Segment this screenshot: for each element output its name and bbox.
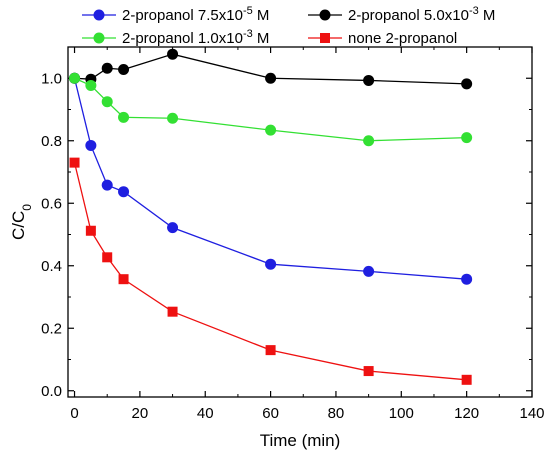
data-point: [118, 274, 129, 285]
legend-label-main: 2-propanol 7.5x10: [122, 7, 243, 24]
legend-label-superscript: -5: [243, 5, 253, 17]
legend: 2-propanol 7.5x10-5 M 2-propanol 5.0x10-3…: [82, 5, 495, 47]
y-tick-label: 0.2: [41, 320, 62, 337]
legend-marker: [93, 32, 105, 44]
series-0: [69, 72, 473, 285]
data-point: [167, 48, 179, 60]
x-tick-label: 100: [389, 405, 414, 422]
series-line: [73, 78, 467, 280]
x-axis-title: Time (min): [260, 431, 341, 450]
data-point: [102, 252, 113, 263]
legend-label: none 2-propanol: [348, 30, 457, 47]
x-tick-label: 0: [70, 405, 78, 422]
series-3: [69, 157, 472, 385]
legend-label: 2-propanol 1.0x10-3 M: [122, 28, 269, 47]
data-point: [167, 306, 178, 317]
data-point: [167, 112, 179, 124]
data-point: [85, 139, 97, 151]
data-point: [461, 374, 472, 385]
data-point: [167, 222, 179, 234]
plot-frame: [67, 46, 533, 398]
y-tick-label: 0.0: [41, 383, 62, 400]
data-point: [265, 72, 277, 84]
y-axis-title-subscript: 0: [20, 204, 34, 211]
data-point: [265, 345, 276, 356]
x-tick-label: 20: [132, 405, 149, 422]
legend-marker: [320, 33, 330, 43]
data-point: [101, 179, 113, 191]
legend-label: 2-propanol 5.0x10-3 M: [348, 5, 495, 24]
legend-label-unit: M: [253, 30, 270, 47]
legend-entry: 2-propanol 7.5x10-5 M: [82, 5, 269, 24]
data-point: [461, 78, 473, 90]
y-tick-label: 0.8: [41, 133, 62, 150]
x-tick-label: 120: [454, 405, 479, 422]
y-tick-label: 0.6: [41, 195, 62, 212]
data-point: [69, 72, 81, 84]
legend-marker: [319, 9, 331, 21]
x-tick-label: 40: [197, 405, 214, 422]
data-point: [461, 132, 473, 144]
legend-marker: [93, 9, 105, 21]
series-2: [69, 72, 473, 147]
legend-label: 2-propanol 7.5x10-5 M: [122, 5, 269, 24]
x-tick-label: 140: [519, 405, 544, 422]
series-layer: [69, 48, 473, 385]
data-point: [363, 74, 375, 86]
legend-label-superscript: -3: [243, 28, 253, 40]
y-tick-label: 1.0: [41, 70, 62, 87]
axes: 0 20 40 60 80 100 120 140 0.0 0.2 0.4 0.6 0.8 1.0 Time…: [9, 46, 545, 450]
data-point: [69, 157, 80, 168]
data-point: [118, 64, 130, 75]
data-point: [118, 111, 130, 123]
series-1: [69, 48, 473, 90]
y-tick-label: 0.4: [41, 258, 62, 275]
y-axis-title-main: C/C: [9, 211, 28, 240]
data-point: [363, 135, 375, 147]
data-point: [85, 79, 97, 91]
legend-label-unit: M: [253, 7, 270, 24]
data-point: [85, 225, 96, 236]
legend-label-main: none 2-propanol: [348, 30, 457, 47]
data-point: [363, 366, 374, 377]
data-point: [461, 273, 473, 285]
y-axis-title: C/C0: [9, 204, 34, 240]
legend-label-main: 2-propanol 1.0x10: [122, 30, 243, 47]
legend-label-main: 2-propanol 5.0x10: [348, 7, 469, 24]
data-point: [101, 62, 113, 74]
data-point: [265, 124, 277, 136]
x-tick-label: 60: [262, 405, 279, 422]
legend-label-unit: M: [479, 7, 496, 24]
data-point: [265, 258, 277, 270]
data-point: [101, 96, 113, 108]
x-tick-label: 80: [328, 405, 345, 422]
legend-entry: none 2-propanol: [308, 30, 457, 47]
data-point: [118, 186, 130, 198]
legend-entry: 2-propanol 1.0x10-3 M: [82, 28, 269, 47]
legend-entry: 2-propanol 5.0x10-3 M: [308, 5, 495, 24]
data-point: [363, 265, 375, 277]
legend-label-superscript: -3: [469, 5, 479, 17]
